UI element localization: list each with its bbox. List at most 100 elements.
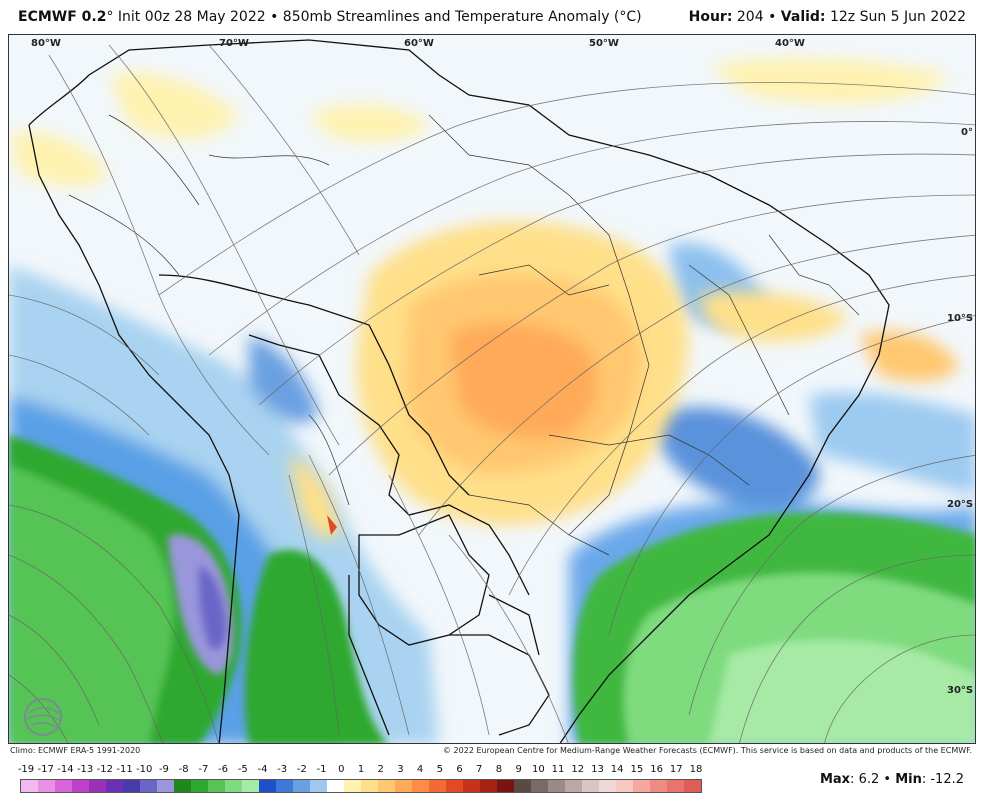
colorbar-swatch bbox=[497, 780, 514, 792]
colorbar-tick-label: 12 bbox=[571, 764, 585, 775]
colorbar-swatch bbox=[378, 780, 395, 792]
colorbar-swatch bbox=[684, 780, 701, 792]
colorbar-labels: -19 -17 -14 -13 -12 -11 -10 -9 -8 -7 -6 -5 -4 -3 -2 -1 0… bbox=[18, 764, 703, 778]
colorbar-swatch bbox=[582, 780, 599, 792]
colorbar-tick-label: 11 bbox=[551, 764, 565, 775]
colorbar-swatch bbox=[446, 780, 463, 792]
map-panel: 80°W 70°W 60°W 50°W 40°W 0° 10°S 20°S 30… bbox=[8, 34, 976, 744]
colorbar-tick-label: -1 bbox=[316, 764, 327, 775]
max-value: 6.2 bbox=[858, 772, 880, 787]
colorbar-tick-label: 4 bbox=[416, 764, 424, 775]
hot-spot bbox=[327, 515, 337, 535]
anomaly-map bbox=[9, 35, 975, 743]
colorbar-swatch bbox=[157, 780, 174, 792]
colorbar-tick-label: 10 bbox=[531, 764, 545, 775]
min-label: Min bbox=[895, 772, 922, 787]
colorbar-swatch bbox=[191, 780, 208, 792]
lat-label-10s: 10°S bbox=[947, 313, 974, 324]
colorbar-tick-label: -19 bbox=[17, 764, 35, 775]
colorbar-swatch bbox=[276, 780, 293, 792]
colorbar-swatch bbox=[21, 780, 38, 792]
climo-note: Climo: ECMWF ERA-5 1991-2020 bbox=[10, 746, 141, 755]
country-borders bbox=[28, 39, 890, 743]
colorbar-swatch bbox=[72, 780, 89, 792]
colorbar-tick-label: 3 bbox=[397, 764, 404, 775]
colorbar-tick-label: 0 bbox=[338, 764, 345, 775]
colorbar-swatch bbox=[531, 780, 548, 792]
map-header: ECMWF 0.2° Init 00z 28 May 2022 • 850mb … bbox=[0, 0, 984, 34]
colorbar bbox=[20, 779, 702, 793]
colorbar-tick-label: 5 bbox=[436, 764, 443, 775]
extreme-cold-core bbox=[168, 534, 234, 675]
colorbar-swatch bbox=[548, 780, 565, 792]
colorbar-tick-label: -17 bbox=[37, 764, 54, 775]
colorbar-swatch bbox=[514, 780, 531, 792]
colorbar-swatch bbox=[429, 780, 446, 792]
colorbar-swatch bbox=[327, 780, 344, 792]
colorbar-tick-label: -9 bbox=[158, 764, 169, 775]
lon-label-50w: 50°W bbox=[589, 38, 619, 49]
colorbar-tick-label: -8 bbox=[178, 764, 189, 775]
colorbar-swatch bbox=[55, 780, 72, 792]
lat-label-0: 0° bbox=[961, 127, 973, 138]
map-title: ECMWF 0.2° Init 00z 28 May 2022 • 850mb … bbox=[18, 9, 642, 25]
colorbar-tick-label: 2 bbox=[377, 764, 384, 775]
lon-label-40w: 40°W bbox=[775, 38, 805, 49]
colorbar-swatch bbox=[259, 780, 276, 792]
streamlines bbox=[9, 44, 975, 743]
colorbar-swatch bbox=[412, 780, 429, 792]
state-borders bbox=[68, 114, 860, 556]
weatherbell-logo bbox=[19, 695, 103, 739]
colorbar-swatch bbox=[650, 780, 667, 792]
max-min-readout: Max: 6.2 • Min: -12.2 bbox=[819, 772, 964, 787]
colorbar-tick-label: 7 bbox=[476, 764, 483, 775]
colorbar-swatch bbox=[395, 780, 412, 792]
colorbar-swatch bbox=[140, 780, 157, 792]
valid-value: 12z Sun 5 Jun 2022 bbox=[829, 9, 966, 25]
init-description: ° Init 00z 28 May 2022 • 850mb Streamlin… bbox=[106, 9, 642, 25]
lon-label-60w: 60°W bbox=[404, 38, 434, 49]
colorbar-swatch bbox=[225, 780, 242, 792]
lon-label-70w: 70°W bbox=[219, 38, 249, 49]
colorbar-tick-label: 1 bbox=[357, 764, 365, 775]
lat-label-30s: 30°S bbox=[947, 685, 974, 696]
colorbar-tick-label: 9 bbox=[515, 764, 522, 775]
colorbar-swatch bbox=[633, 780, 650, 792]
colorbar-tick-label: -7 bbox=[198, 764, 209, 775]
colorbar-tick-label: 18 bbox=[689, 764, 703, 775]
colorbar-swatch bbox=[565, 780, 582, 792]
colorbar-tick-label: 6 bbox=[456, 764, 463, 775]
separator: • bbox=[768, 9, 781, 25]
colorbar-swatch bbox=[344, 780, 361, 792]
colorbar-tick-label: 8 bbox=[495, 764, 503, 775]
valid-time: Hour: 204 • Valid: 12z Sun 5 Jun 2022 bbox=[689, 9, 966, 25]
colorbar-swatch bbox=[361, 780, 378, 792]
warm-anomaly-areas bbox=[9, 58, 959, 539]
colorbar-tick-label: -3 bbox=[277, 764, 288, 775]
colorbar-tick-label: -10 bbox=[136, 764, 153, 775]
model-name: ECMWF 0.2 bbox=[18, 9, 107, 25]
colorbar-tick-label: 13 bbox=[591, 764, 604, 775]
colorbar-swatch bbox=[174, 780, 191, 792]
hour-label: Hour: bbox=[688, 9, 733, 25]
colorbar-tick-label: 17 bbox=[669, 764, 683, 775]
min-value: -12.2 bbox=[930, 772, 964, 787]
valid-label: Valid: bbox=[780, 9, 826, 25]
colorbar-swatch bbox=[242, 780, 259, 792]
colorbar-swatch bbox=[616, 780, 633, 792]
colorbar-tick-label: -13 bbox=[76, 764, 94, 775]
colorbar-tick-label: 14 bbox=[610, 764, 624, 775]
hour-value: 204 bbox=[736, 9, 764, 25]
colorbar-tick-label: -11 bbox=[116, 764, 133, 775]
colorbar-tick-label: -12 bbox=[96, 764, 113, 775]
colorbar-swatch bbox=[123, 780, 140, 792]
lat-label-20s: 20°S bbox=[947, 499, 974, 510]
colorbar-tick-label: -4 bbox=[257, 764, 268, 775]
lon-label-80w: 80°W bbox=[31, 38, 61, 49]
copyright-note: © 2022 European Centre for Medium-Range … bbox=[443, 746, 972, 755]
colorbar-swatch bbox=[89, 780, 106, 792]
colorbar-tick-label: -2 bbox=[296, 764, 307, 775]
colorbar-tick-label: -6 bbox=[218, 764, 229, 775]
colorbar-tick-label: -5 bbox=[237, 764, 248, 775]
colorbar-tick-label: 16 bbox=[650, 764, 663, 775]
